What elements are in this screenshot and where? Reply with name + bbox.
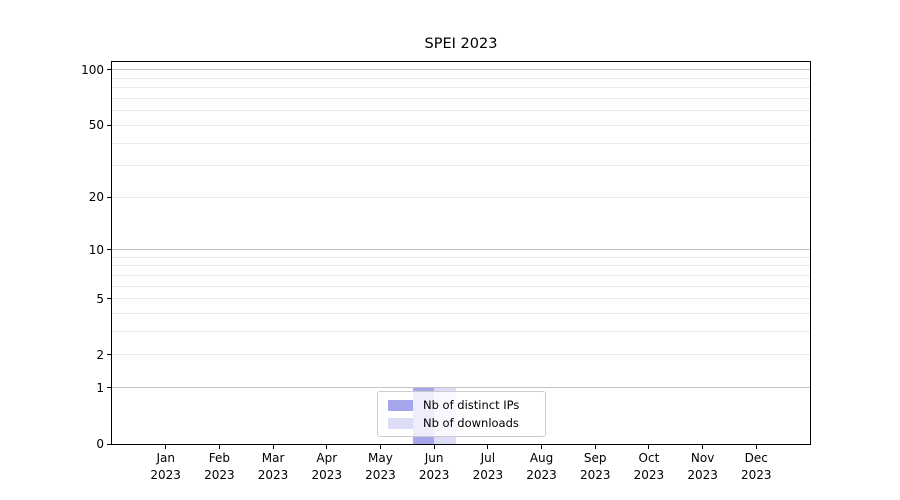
x-axis-tick bbox=[218, 445, 220, 449]
x-axis-tick-label: Apr 2023 bbox=[299, 450, 355, 483]
x-tick-month: Oct bbox=[638, 451, 660, 465]
gridline-minor bbox=[112, 285, 810, 287]
x-tick-year: 2023 bbox=[418, 467, 450, 482]
y-axis-tick bbox=[107, 69, 111, 71]
x-tick-month: Sep bbox=[583, 451, 607, 465]
gridline-minor bbox=[112, 142, 810, 144]
legend-label-downloads: Nb of downloads bbox=[423, 416, 519, 430]
x-axis-tick-label: Nov 2023 bbox=[675, 450, 731, 483]
x-axis-tick bbox=[541, 445, 543, 449]
x-axis-tick-label: Jan 2023 bbox=[138, 450, 194, 483]
gridline-minor bbox=[112, 98, 810, 99]
x-tick-year: 2023 bbox=[579, 467, 611, 482]
x-tick-month: Mar bbox=[261, 451, 285, 465]
y-axis-tick-label: 100 bbox=[81, 62, 104, 77]
x-tick-year: 2023 bbox=[526, 467, 557, 482]
x-tick-month: Aug bbox=[529, 451, 554, 465]
x-axis-tick bbox=[594, 445, 596, 449]
x-axis-tick-label: May 2023 bbox=[352, 450, 408, 483]
y-axis-tick bbox=[107, 249, 111, 251]
x-tick-year: 2023 bbox=[687, 467, 718, 482]
y-axis-tick-label: 50 bbox=[88, 118, 104, 133]
gridline-minor bbox=[112, 165, 810, 167]
y-axis-tick-label: 1 bbox=[96, 380, 104, 395]
y-axis-tick bbox=[107, 354, 111, 356]
gridline-major bbox=[112, 387, 810, 389]
x-axis-tick bbox=[379, 445, 381, 449]
x-tick-year: 2023 bbox=[257, 467, 289, 482]
gridline-minor bbox=[112, 124, 810, 126]
y-axis-tick bbox=[107, 298, 111, 300]
gridline-minor bbox=[112, 87, 810, 89]
y-axis-tick-label: 5 bbox=[96, 291, 104, 306]
y-axis-tick-label: 10 bbox=[88, 242, 104, 257]
x-tick-month: Apr bbox=[316, 451, 338, 465]
legend-swatch-downloads-icon bbox=[388, 417, 413, 429]
y-axis-tick bbox=[107, 124, 111, 126]
x-axis-tick-label: Mar 2023 bbox=[245, 450, 301, 483]
x-axis-tick-label: Oct 2023 bbox=[621, 450, 677, 483]
x-axis-tick bbox=[165, 445, 167, 449]
x-tick-month: Jan bbox=[156, 451, 175, 465]
y-axis-tick bbox=[107, 443, 111, 445]
gridline-minor bbox=[112, 77, 810, 79]
x-tick-year: 2023 bbox=[741, 467, 772, 482]
x-axis-tick-label: Dec 2023 bbox=[728, 450, 784, 483]
x-axis-tick-label: Aug 2023 bbox=[514, 450, 570, 483]
legend-row-downloads: Nb of downloads bbox=[388, 414, 537, 432]
x-axis-tick-label: Jul 2023 bbox=[460, 450, 516, 483]
x-tick-year: 2023 bbox=[365, 467, 396, 482]
x-axis-tick-label: Jun 2023 bbox=[406, 450, 462, 483]
legend-row-distinct-ips: Nb of distinct IPs bbox=[388, 396, 537, 414]
gridline-minor bbox=[112, 256, 810, 258]
x-tick-month: Jun bbox=[424, 451, 444, 465]
gridline-minor bbox=[112, 331, 810, 333]
gridline-minor bbox=[112, 274, 810, 276]
y-axis-tick-label: 20 bbox=[88, 190, 104, 205]
x-tick-month: Jul bbox=[480, 451, 496, 465]
y-axis-tick bbox=[107, 387, 111, 389]
x-tick-year: 2023 bbox=[633, 467, 665, 482]
x-axis-tick bbox=[487, 445, 489, 449]
gridline-minor bbox=[112, 265, 810, 267]
x-tick-month: May bbox=[368, 451, 393, 465]
x-axis-tick-label: Feb 2023 bbox=[191, 450, 247, 483]
y-axis-tick-label: 2 bbox=[96, 347, 104, 362]
y-axis-tick-label: 0 bbox=[96, 437, 104, 451]
x-tick-month: Nov bbox=[690, 451, 715, 465]
gridline-major bbox=[112, 249, 810, 251]
x-axis-tick-label: Sep 2023 bbox=[567, 450, 623, 483]
gridline-minor bbox=[112, 354, 810, 356]
x-axis-tick bbox=[755, 445, 757, 449]
x-tick-year: 2023 bbox=[472, 467, 504, 482]
legend-label-distinct-ips: Nb of distinct IPs bbox=[423, 398, 520, 412]
legend: Nb of distinct IPs Nb of downloads bbox=[377, 391, 546, 437]
gridline-minor bbox=[112, 313, 810, 315]
x-axis-tick bbox=[433, 445, 435, 449]
x-tick-year: 2023 bbox=[311, 467, 343, 482]
x-axis-tick bbox=[272, 445, 274, 449]
x-axis-tick bbox=[326, 445, 328, 449]
chart-title: SPEI 2023 bbox=[424, 36, 498, 52]
y-axis-tick bbox=[107, 196, 111, 198]
x-tick-month: Dec bbox=[744, 451, 768, 465]
x-tick-month: Feb bbox=[208, 451, 230, 465]
x-axis-tick bbox=[702, 445, 704, 449]
gridline-major bbox=[112, 69, 810, 71]
gridline-minor bbox=[112, 196, 810, 198]
gridline-minor bbox=[112, 298, 810, 300]
gridline-minor bbox=[112, 110, 810, 112]
x-tick-year: 2023 bbox=[204, 467, 235, 482]
legend-swatch-distinct-ips-icon bbox=[388, 399, 413, 411]
x-tick-year: 2023 bbox=[150, 467, 181, 482]
x-axis-tick bbox=[648, 445, 650, 449]
